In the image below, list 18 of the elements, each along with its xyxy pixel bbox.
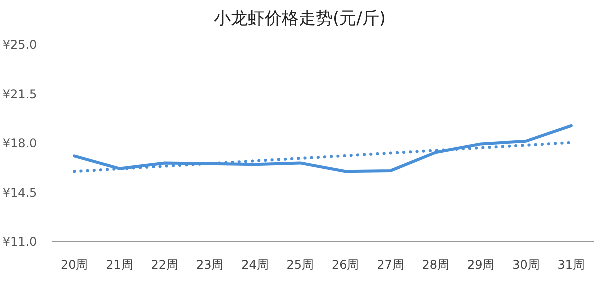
x-tick-label: 29周: [467, 258, 495, 272]
title: 小龙虾价格走势(元/斤): [214, 9, 386, 29]
x-tick-label: 28周: [422, 258, 450, 272]
x-tick-label: 31周: [558, 258, 586, 272]
x-tick-label: 27周: [377, 258, 404, 272]
x-tick-label: 25周: [286, 258, 314, 272]
x-tick-label: 26周: [332, 258, 360, 272]
y-tick-label: ¥21.5: [2, 87, 38, 102]
x-tick-label: 21周: [106, 258, 134, 272]
y-tick-label: ¥11.0: [2, 235, 38, 249]
y-tick-label: ¥25.0: [2, 38, 38, 52]
y-tick-label: ¥18.0: [2, 136, 38, 150]
x-tick-label: 22周: [151, 258, 179, 272]
x-tick-label: 20周: [60, 258, 88, 272]
x-tick-label: 23周: [196, 258, 224, 272]
y-tick-label: ¥14.5: [2, 186, 38, 200]
x-tick-label: 24周: [242, 258, 269, 272]
x-tick-label: 30周: [512, 258, 540, 272]
